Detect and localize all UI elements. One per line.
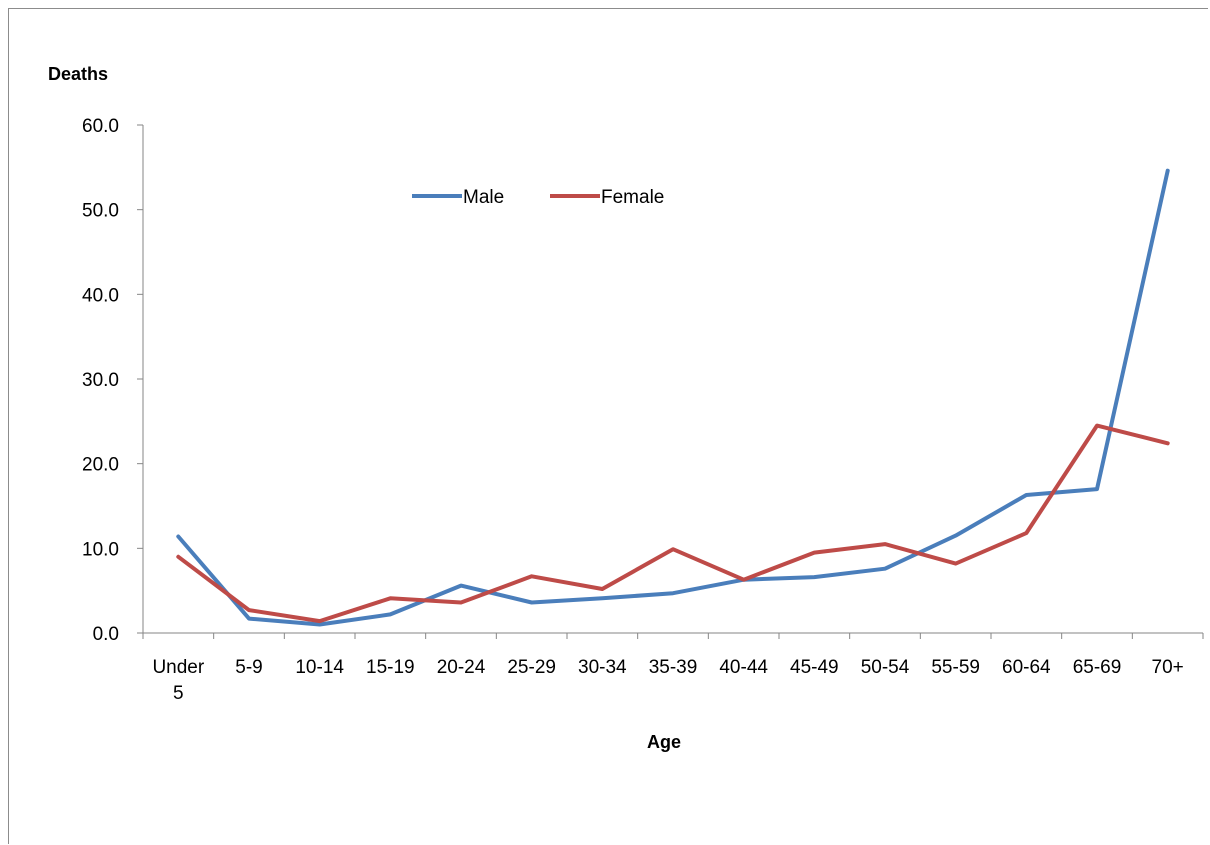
x-tick-label: Under 5 bbox=[152, 657, 204, 704]
y-tick-label: 30.0 bbox=[82, 370, 119, 391]
y-tick-label: 40.0 bbox=[82, 285, 119, 306]
x-tick-label: 20-24 bbox=[437, 657, 486, 678]
series-line-male bbox=[176, 168, 1170, 627]
legend: Male Female bbox=[412, 187, 664, 208]
legend-label-male: Male bbox=[463, 187, 504, 208]
chart-frame bbox=[8, 8, 1208, 844]
x-tick-label: 10-14 bbox=[295, 657, 344, 678]
x-tick-label: 40-44 bbox=[719, 657, 768, 678]
x-tick-label: 30-34 bbox=[578, 657, 627, 678]
x-tick-label: 35-39 bbox=[649, 657, 698, 678]
legend-label-female: Female bbox=[601, 187, 664, 208]
y-tick-label: 20.0 bbox=[82, 455, 119, 476]
y-tick-label: 0.0 bbox=[93, 624, 119, 645]
y-tick-label: 60.0 bbox=[82, 116, 119, 137]
series-line-female bbox=[176, 423, 1170, 624]
axes: 0.0 10.0 20.0 30.0 40.0 50.0 60.0 Under 5 5-9 10-1… bbox=[82, 116, 1204, 704]
x-tick-label: 65-69 bbox=[1073, 657, 1122, 678]
x-tick-label: 45-49 bbox=[790, 657, 839, 678]
x-axis-title: Age bbox=[647, 732, 681, 752]
x-tick-label: 55-59 bbox=[931, 657, 980, 678]
x-tick-label: 25-29 bbox=[507, 657, 556, 678]
x-tick-label: 15-19 bbox=[366, 657, 415, 678]
x-tick-label: 5-9 bbox=[235, 657, 262, 678]
x-tick-label: 60-64 bbox=[1002, 657, 1051, 678]
y-tick-label: 50.0 bbox=[82, 201, 119, 222]
y-axis-title: Deaths bbox=[48, 64, 108, 84]
x-tick-label: 50-54 bbox=[861, 657, 910, 678]
y-tick-label: 10.0 bbox=[82, 539, 119, 560]
x-tick-label: 70+ bbox=[1152, 657, 1184, 678]
series-lines bbox=[176, 168, 1170, 627]
